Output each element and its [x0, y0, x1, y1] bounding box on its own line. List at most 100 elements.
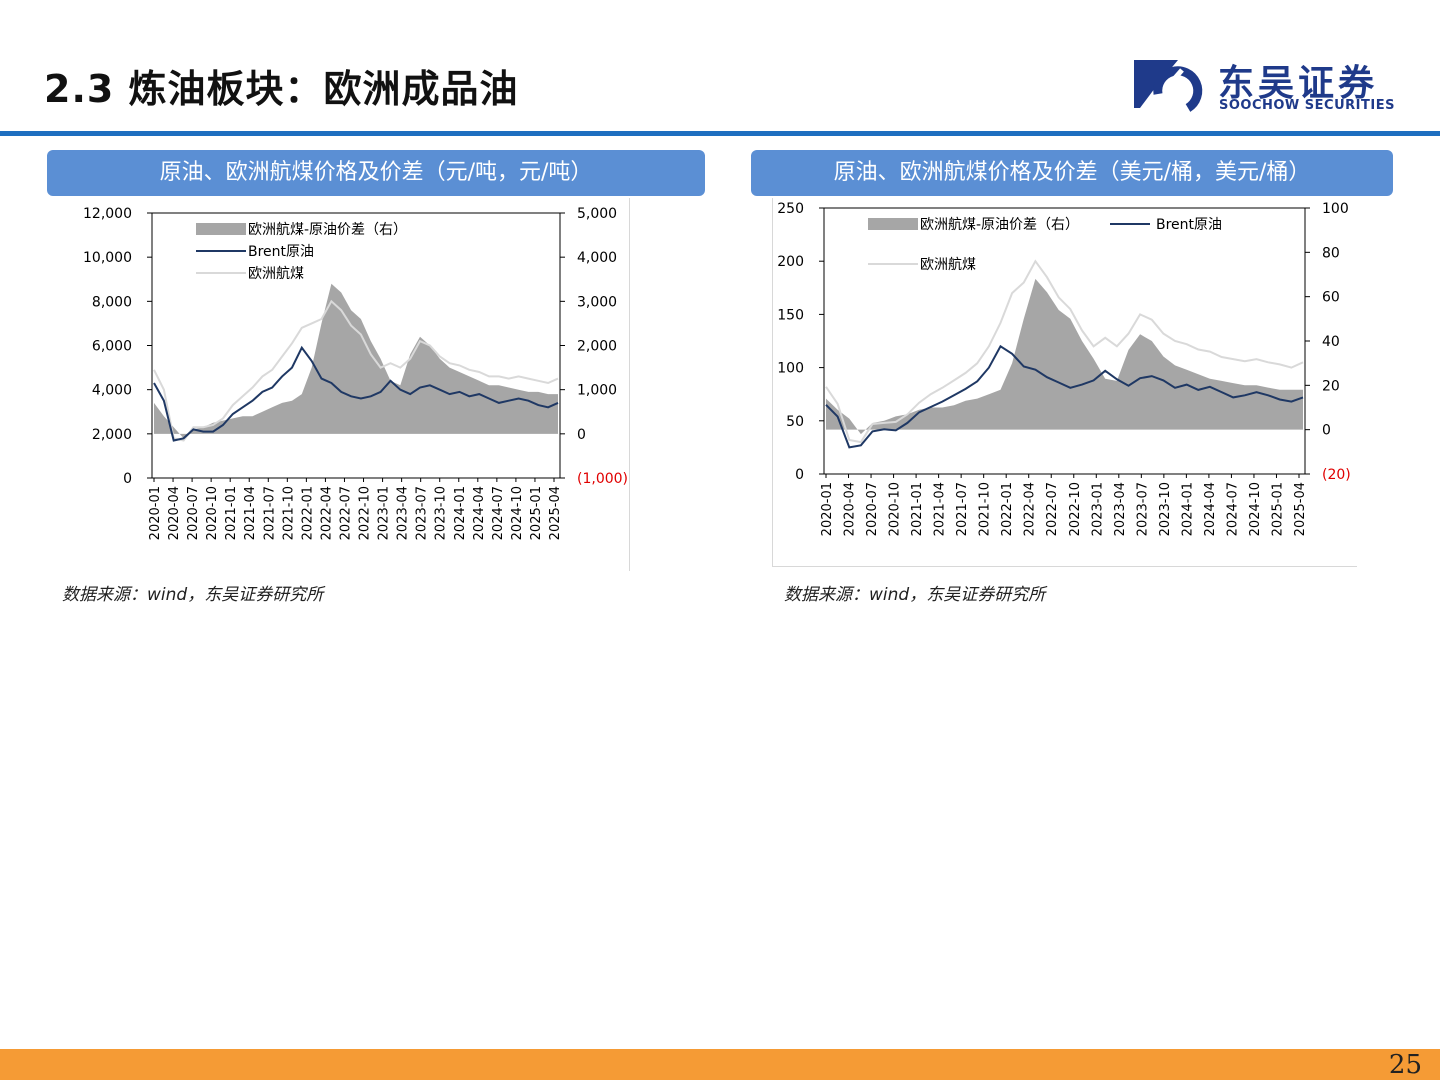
x-tick-label: 2021-10	[978, 482, 993, 536]
x-tick-label: 2020-07	[865, 482, 880, 536]
panel-2-header: 原油、欧洲航煤价格及价差（美元/桶，美元/桶）	[751, 150, 1393, 196]
series-line-jet	[825, 259, 1304, 444]
logo-mark-icon	[1134, 60, 1203, 112]
y-left-tick-label: 4,000	[92, 383, 132, 399]
company-logo: 东吴证券 SOOCHOW SECURITIES	[1130, 56, 1410, 116]
y-left-tick-label: 200	[777, 254, 804, 270]
x-tick-label: 2023-04	[1113, 482, 1128, 536]
series-line-brent	[825, 344, 1304, 449]
x-tick-label: 2021-01	[224, 486, 239, 540]
series-area-spread	[826, 278, 1303, 435]
x-tick-label: 2022-10	[358, 486, 373, 540]
x-tick-label: 2021-10	[281, 486, 296, 540]
x-tick-label: 2020-07	[186, 486, 201, 540]
y-left-tick-label: 10,000	[83, 250, 132, 266]
legend-swatch-spread	[868, 218, 918, 230]
x-tick-label: 2023-07	[415, 486, 430, 540]
y-right-tick-label: 5,000	[577, 206, 617, 222]
x-tick-label: 2024-07	[1225, 482, 1240, 536]
page-title: 2.3 炼油板块：欧洲成品油	[44, 67, 519, 111]
x-tick-label: 2023-07	[1135, 482, 1150, 536]
x-tick-label: 2022-07	[1045, 482, 1060, 536]
x-tick-label: 2020-10	[205, 486, 220, 540]
x-tick-label: 2022-01	[1000, 482, 1015, 536]
y-left-tick-label: 100	[777, 361, 804, 377]
y-right-tick-label: (20)	[1322, 467, 1351, 483]
x-tick-label: 2022-07	[338, 486, 353, 540]
y-right-tick-label: 2,000	[577, 339, 617, 355]
y-left-tick-label: 12,000	[83, 206, 132, 222]
y-right-tick-label: 1,000	[577, 383, 617, 399]
legend-label-jet: 欧洲航煤	[248, 266, 304, 282]
x-tick-label: 2021-01	[910, 482, 925, 536]
y-right-tick-label: 0	[577, 427, 586, 443]
x-tick-label: 2024-01	[1180, 482, 1195, 536]
x-tick-label: 2021-04	[243, 486, 258, 540]
panel-2-frame	[772, 198, 1357, 567]
series-line-brent	[153, 345, 559, 442]
x-tick-label: 2022-04	[319, 486, 334, 540]
y-right-tick-label: 40	[1322, 334, 1340, 350]
x-tick-label: 2024-01	[453, 486, 468, 540]
x-tick-label: 2024-04	[472, 486, 487, 540]
x-tick-label: 2023-01	[1090, 482, 1105, 536]
legend-label-brent: Brent原油	[248, 244, 314, 260]
chart-1: 0 2,000 4,000 6,000 8,000 10,000 12,000 (1,000)…	[83, 206, 628, 540]
y-left-tick-label: 250	[777, 201, 804, 217]
logo-cn: 东吴证券	[1218, 63, 1379, 104]
title-rule	[0, 131, 1440, 136]
y-right-tick-label: 60	[1322, 290, 1340, 306]
x-tick-label: 2020-04	[843, 482, 858, 536]
x-tick-label: 2021-07	[262, 486, 277, 540]
chart-2: 0 50 100 150 200 250 (20) 0 20 40 60 80 100 2020-01 20…	[777, 201, 1351, 536]
legend-label-spread: 欧洲航煤-原油价差（右）	[248, 222, 407, 238]
y-right-tick-label: 3,000	[577, 294, 617, 310]
y-left-tick-label: 0	[795, 467, 804, 483]
y-right-tick-label: 80	[1322, 245, 1340, 261]
x-tick-label: 2024-10	[1248, 482, 1263, 536]
panel-1-source: 数据来源：wind，东吴证券研究所	[62, 585, 324, 605]
x-tick-label: 2020-04	[167, 486, 182, 540]
y-left-tick-label: 6,000	[92, 339, 132, 355]
series-area-spread	[154, 283, 558, 439]
y-right-tick-label: 20	[1322, 378, 1340, 394]
x-tick-label: 2022-04	[1023, 482, 1038, 536]
panel-1-header: 原油、欧洲航煤价格及价差（元/吨，元/吨）	[47, 150, 705, 196]
x-tick-label: 2020-01	[148, 486, 163, 540]
x-tick-label: 2024-04	[1203, 482, 1218, 536]
x-tick-label: 2024-10	[510, 486, 525, 540]
y-right-tick-label: 4,000	[577, 250, 617, 266]
y-right-tick-label: 100	[1322, 201, 1349, 217]
x-tick-label: 2025-04	[1293, 482, 1308, 536]
y-left-tick-label: 8,000	[92, 294, 132, 310]
x-tick-label: 2023-10	[434, 486, 449, 540]
y-right-tick-label: 0	[1322, 423, 1331, 439]
x-tick-label: 2021-04	[933, 482, 948, 536]
logo-en: SOOCHOW SECURITIES	[1219, 98, 1395, 113]
y-left-tick-label: 50	[786, 414, 804, 430]
x-tick-label: 2025-04	[548, 486, 563, 540]
legend-label-jet: 欧洲航煤	[920, 257, 976, 273]
x-tick-label: 2023-04	[396, 486, 411, 540]
x-tick-label: 2024-07	[491, 486, 506, 540]
x-tick-label: 2020-01	[820, 482, 835, 536]
panel-2-source: 数据来源：wind，东吴证券研究所	[784, 585, 1046, 605]
legend-swatch-spread	[196, 223, 246, 235]
x-tick-label: 2021-07	[955, 482, 970, 536]
page-number: 25	[1388, 1050, 1422, 1080]
y-left-tick-label: 150	[777, 307, 804, 323]
x-tick-label: 2022-01	[300, 486, 315, 540]
footer-bar	[0, 1049, 1440, 1080]
y-left-tick-label: 0	[123, 471, 132, 487]
x-tick-label: 2023-10	[1158, 482, 1173, 536]
series-line-jet	[153, 299, 559, 442]
x-tick-label: 2025-01	[529, 486, 544, 540]
x-tick-label: 2025-01	[1270, 482, 1285, 536]
legend-label-spread: 欧洲航煤-原油价差（右）	[920, 217, 1079, 233]
x-tick-label: 2023-01	[377, 486, 392, 540]
panel-1-frame	[63, 198, 630, 571]
legend-label-brent: Brent原油	[1156, 217, 1222, 233]
x-tick-label: 2020-10	[888, 482, 903, 536]
